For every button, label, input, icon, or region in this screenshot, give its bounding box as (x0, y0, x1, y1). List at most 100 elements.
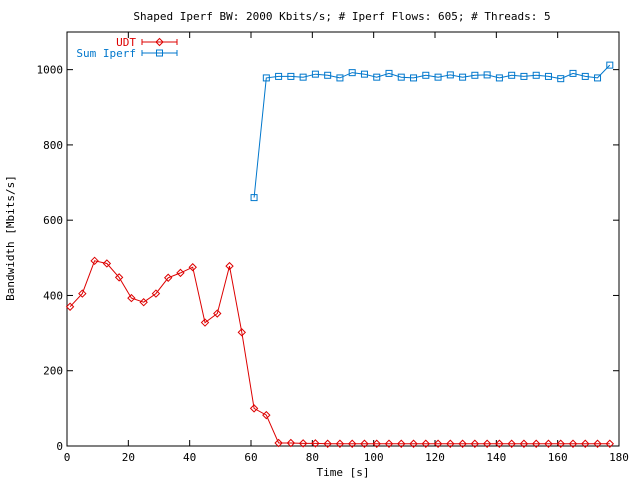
x-tick-label: 40 (183, 451, 196, 464)
sum-iperf-point (397, 73, 405, 81)
sum-iperf-point (336, 74, 344, 82)
sum-iperf-point (385, 69, 393, 77)
x-tick-label: 0 (64, 451, 71, 464)
x-tick-label: 140 (486, 451, 506, 464)
udt-point (188, 263, 197, 272)
sum-iperf-point (262, 74, 270, 82)
sum-iperf-point (557, 75, 565, 83)
x-tick-label: 120 (425, 451, 445, 464)
udt-point (274, 438, 283, 448)
udt-point (384, 439, 394, 448)
udt-point (102, 259, 112, 268)
udt-point (298, 439, 308, 448)
sum-iperf-point (459, 73, 467, 81)
udt-point (65, 302, 75, 311)
sum-iperf-point (544, 72, 552, 80)
udt-point (581, 439, 590, 448)
x-axis-label: Time [s] (317, 466, 370, 479)
udt-point (151, 289, 161, 298)
udt-point (286, 438, 296, 448)
sum-iperf-point (446, 71, 454, 79)
sum-iperf-point (324, 71, 332, 79)
x-tick-label: 160 (548, 451, 568, 464)
udt-point (409, 439, 418, 448)
sum-iperf-point (422, 71, 430, 79)
sum-iperf-point (520, 72, 528, 80)
udt-point (495, 439, 504, 448)
series-layer (65, 61, 615, 448)
udt-point (127, 293, 136, 303)
sum-iperf-point (287, 72, 295, 80)
sum-iperf-point (311, 70, 319, 78)
x-tick-label: 80 (306, 451, 319, 464)
sum-iperf-point (434, 73, 442, 81)
udt-point (200, 318, 210, 327)
chart-title: Shaped Iperf BW: 2000 Kbits/s; # Iperf F… (133, 10, 550, 23)
udt-point (556, 439, 565, 448)
sum-iperf-point (495, 74, 503, 82)
sum-iperf-point (581, 72, 589, 80)
x-tick-label: 60 (244, 451, 257, 464)
udt-point (531, 439, 541, 448)
legend-label-sum-iperf: Sum Iperf (76, 47, 136, 60)
sum-iperf-point (606, 61, 614, 69)
udt-line (69, 260, 610, 445)
y-axis-label: Bandwidth [Mbits/s] (4, 175, 17, 301)
udt-point (139, 298, 148, 307)
y-tick-label: 600 (43, 214, 63, 227)
y-tick-label: 400 (43, 289, 63, 302)
udt-point (507, 439, 516, 448)
udt-point (262, 410, 271, 420)
udt-point (397, 439, 406, 448)
y-tick-label: 0 (56, 440, 63, 453)
sum-iperf-point (250, 194, 258, 202)
legend-marker-sum-iperf (156, 49, 163, 57)
udt-point (347, 439, 357, 448)
sum-iperf-point (594, 74, 602, 82)
sum-iperf-point (532, 71, 540, 79)
udt-point (458, 439, 467, 448)
sum-iperf-point (410, 74, 418, 82)
udt-point (114, 273, 124, 282)
sum-iperf-point (299, 73, 307, 81)
udt-point (482, 439, 492, 448)
sum-iperf-point (569, 69, 577, 77)
y-tick-label: 800 (43, 139, 63, 152)
udt-point (237, 328, 247, 337)
udt-point (421, 439, 431, 448)
udt-point (519, 439, 529, 448)
udt-point (176, 268, 185, 278)
legend-label-udt: UDT (116, 36, 136, 49)
sum-iperf-series (250, 61, 614, 202)
legend-marker-udt (155, 37, 164, 47)
sum-iperf-point (483, 71, 491, 79)
sum-iperf-line (253, 64, 611, 198)
udt-point (163, 273, 173, 282)
udt-point (213, 309, 222, 318)
plot-frame (66, 31, 620, 447)
udt-point (225, 261, 234, 271)
sum-iperf-point (360, 70, 368, 78)
udt-point (311, 439, 320, 448)
axis-ticks: 0 20 40 60 80 100 120 140 160 180 0 200 400 600 800 100… (37, 32, 629, 464)
y-tick-label: 1000 (37, 64, 64, 77)
udt-point (568, 439, 578, 448)
udt-point (605, 439, 615, 448)
x-tick-label: 100 (364, 451, 384, 464)
sum-iperf-point (275, 72, 283, 80)
udt-point (593, 439, 602, 448)
udt-point (335, 439, 345, 448)
udt-series (65, 256, 615, 448)
y-tick-label: 200 (43, 365, 63, 378)
sum-iperf-point (471, 71, 479, 79)
udt-point (433, 439, 443, 448)
udt-point (470, 439, 480, 448)
sum-iperf-point (508, 71, 516, 79)
udt-point (78, 289, 87, 298)
udt-point (323, 439, 332, 448)
udt-point (372, 439, 381, 448)
sum-iperf-point (348, 69, 356, 77)
sum-iperf-point (373, 73, 381, 81)
